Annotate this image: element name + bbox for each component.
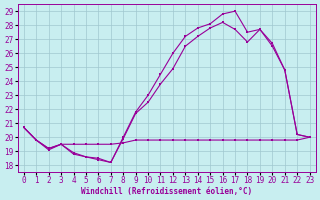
X-axis label: Windchill (Refroidissement éolien,°C): Windchill (Refroidissement éolien,°C) <box>81 187 252 196</box>
